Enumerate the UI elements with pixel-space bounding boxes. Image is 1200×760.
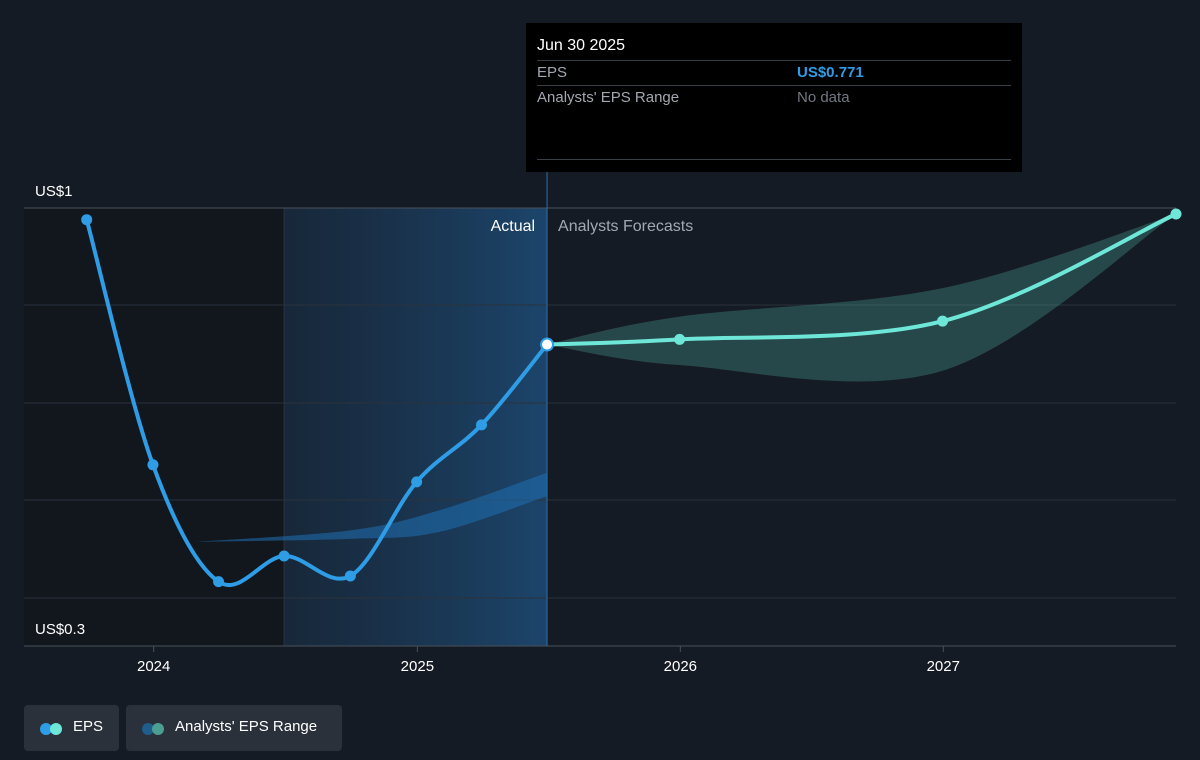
eps-legend-icon xyxy=(40,723,64,735)
eps-current-point xyxy=(540,337,555,352)
eps-actual-point-2 xyxy=(147,459,159,471)
eps-actual-point-1 xyxy=(81,214,93,226)
eps-actual-point-5 xyxy=(344,570,356,582)
tooltip-divider xyxy=(537,159,1011,160)
x-tick-label-4: 2027 xyxy=(927,658,960,675)
eps-actual-line xyxy=(84,217,550,587)
highlight-region xyxy=(284,208,548,646)
tooltip-range-label: Analysts' EPS Range xyxy=(537,89,680,106)
tooltip-eps-value: US$0.771 xyxy=(797,64,864,81)
range-legend-icon xyxy=(142,723,166,735)
y-axis-bottom-label: US$0.3 xyxy=(35,621,85,638)
forecast-label: Analysts Forecasts xyxy=(558,218,693,235)
tooltip-row-eps: EPS US$0.771 xyxy=(537,60,1011,86)
x-tick-label-3: 2026 xyxy=(664,658,697,675)
tooltip-date: Jun 30 2025 xyxy=(537,37,626,54)
tooltip-row-range: Analysts' EPS Range No data xyxy=(537,85,1011,111)
eps-forecast-point-1 xyxy=(674,333,686,345)
eps-forecast-point-3 xyxy=(1170,208,1182,220)
eps-actual-point-6 xyxy=(411,476,423,488)
past-eps-range-area xyxy=(196,472,548,542)
legend-eps-button[interactable]: EPS xyxy=(24,705,119,751)
x-tick-label-1: 2024 xyxy=(137,658,170,675)
eps-actual-point-3 xyxy=(213,576,225,588)
tooltip: Jun 30 2025 EPS US$0.771 Analysts' EPS R… xyxy=(526,23,1022,172)
eps-actual-point-7 xyxy=(475,419,487,431)
legend-range-label: Analysts' EPS Range xyxy=(175,718,318,735)
legend-eps-label: EPS xyxy=(73,718,104,735)
y-axis-top-label: US$1 xyxy=(35,183,73,200)
x-tick-label-2: 2025 xyxy=(401,658,434,675)
actual-label: Actual xyxy=(491,218,535,235)
eps-forecast-line xyxy=(545,212,1178,347)
tooltip-range-value: No data xyxy=(797,89,850,106)
eps-chart: US$1 US$0.3 Actual Analysts Forecasts 2024 20… xyxy=(24,172,1182,675)
tooltip-eps-label: EPS xyxy=(537,64,568,81)
legend-range-button[interactable]: Analysts' EPS Range xyxy=(126,705,342,751)
eps-forecast-point-2 xyxy=(937,315,949,327)
eps-actual-point-4 xyxy=(278,550,290,562)
forecast-eps-range-area xyxy=(547,214,1176,382)
